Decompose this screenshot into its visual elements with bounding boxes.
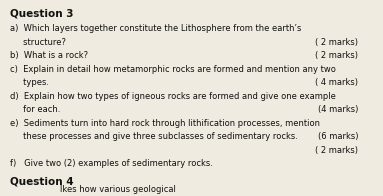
Text: lkes how various geological: lkes how various geological (60, 185, 176, 194)
Text: ( 4 marks): ( 4 marks) (315, 78, 358, 87)
Text: c)  Explain in detail how metamorphic rocks are formed and mention any two: c) Explain in detail how metamorphic roc… (10, 64, 336, 74)
Text: structure?: structure? (10, 37, 66, 46)
Text: b)  What is a rock?: b) What is a rock? (10, 51, 88, 60)
Text: a)  Which layers together constitute the Lithosphere from the earth’s: a) Which layers together constitute the … (10, 24, 301, 33)
Text: ( 2 marks): ( 2 marks) (315, 51, 358, 60)
Text: e)  Sediments turn into hard rock through lithification processes, mention: e) Sediments turn into hard rock through… (10, 119, 320, 128)
Text: types.: types. (10, 78, 49, 87)
Text: (6 marks): (6 marks) (318, 132, 358, 141)
Text: ( 2 marks): ( 2 marks) (315, 145, 358, 154)
Text: Question 4: Question 4 (10, 176, 74, 186)
Text: (4 marks): (4 marks) (318, 105, 358, 114)
Text: f)   Give two (2) examples of sedimentary rocks.: f) Give two (2) examples of sedimentary … (10, 159, 213, 168)
Text: these processes and give three subclasses of sedimentary rocks.: these processes and give three subclasse… (10, 132, 298, 141)
Text: d)  Explain how two types of igneous rocks are formed and give one example: d) Explain how two types of igneous rock… (10, 92, 336, 101)
Text: ( 2 marks): ( 2 marks) (315, 37, 358, 46)
Text: for each.: for each. (10, 105, 61, 114)
Text: Question 3: Question 3 (10, 8, 74, 18)
